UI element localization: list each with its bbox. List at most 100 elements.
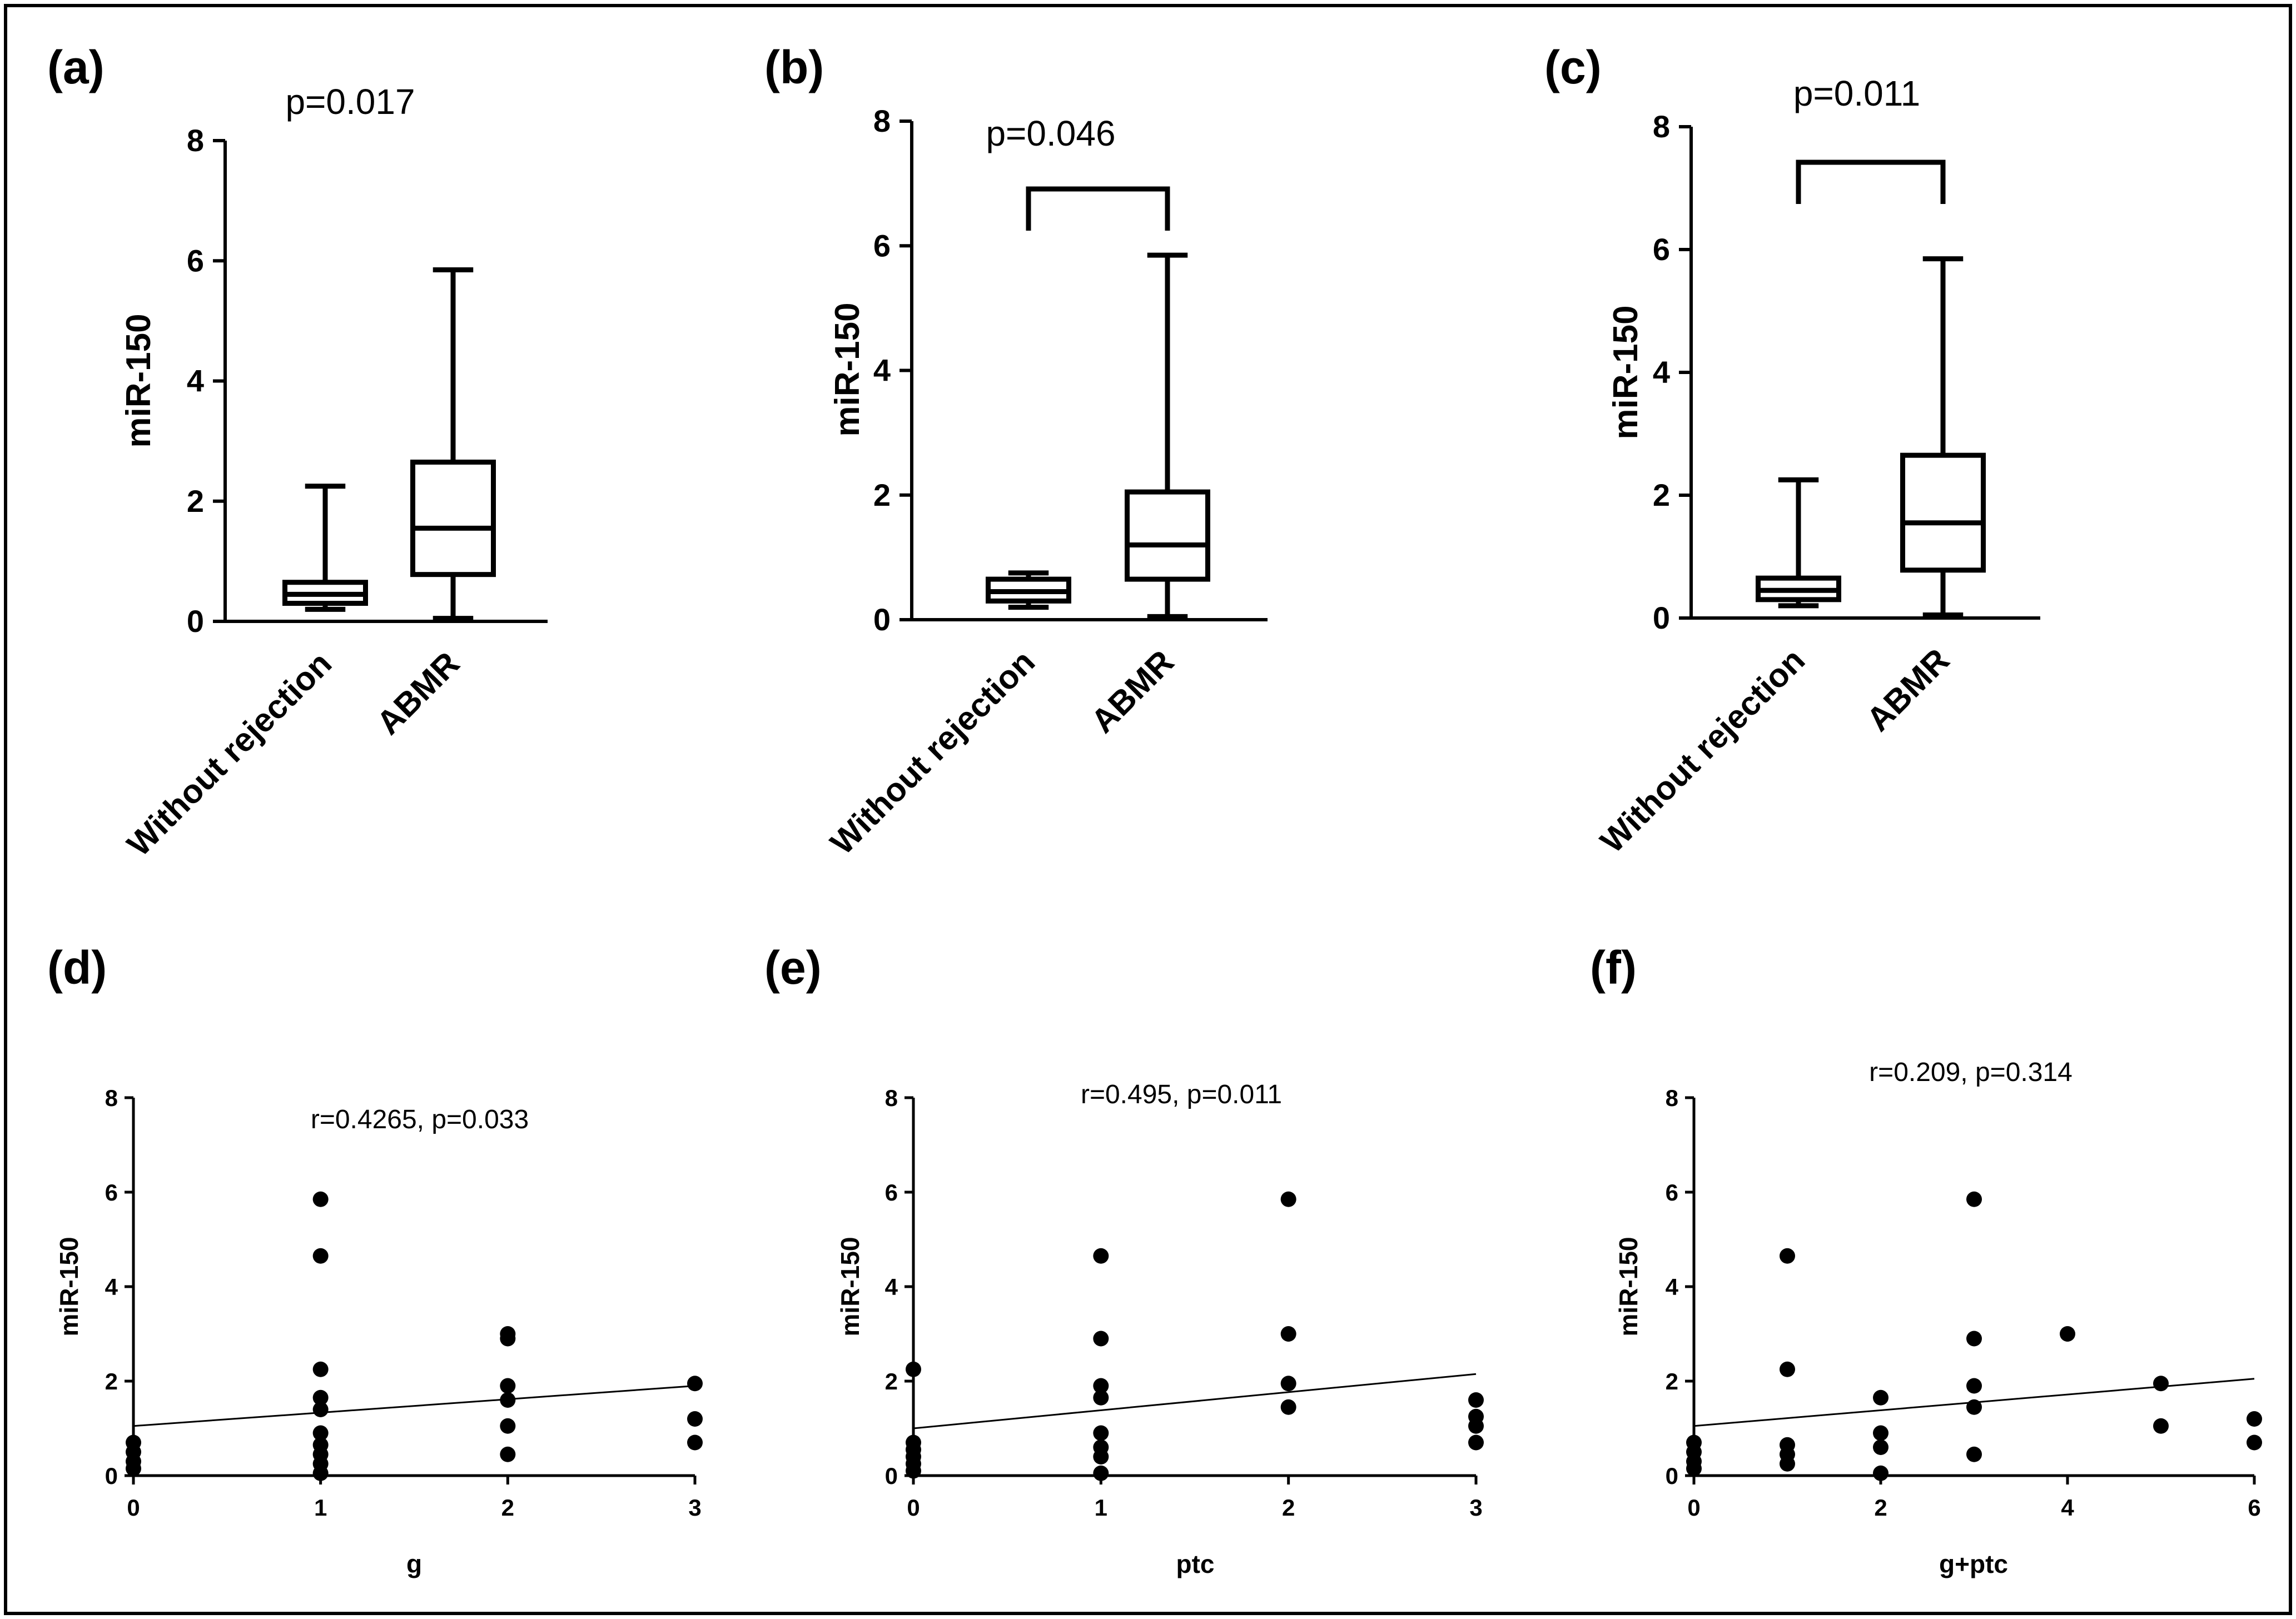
- data-point: [2153, 1376, 2169, 1392]
- y-tick-label: 0: [187, 604, 204, 639]
- y-axis-title: miR-150: [1614, 1237, 1643, 1337]
- data-point: [1686, 1461, 1702, 1477]
- y-axis-title: miR-150: [828, 302, 867, 436]
- x-axis-title: g+ptc: [1939, 1550, 2008, 1578]
- y-axis-title: miR-150: [120, 313, 158, 447]
- data-point: [1280, 1376, 1296, 1392]
- data-point: [1780, 1361, 1795, 1377]
- data-point: [2247, 1411, 2262, 1427]
- y-tick-label: 0: [105, 1463, 118, 1489]
- panel-label-a: (a): [47, 41, 105, 93]
- y-axis-title: miR-150: [1607, 305, 1645, 439]
- y-tick-label: 6: [873, 228, 891, 263]
- x-tick-label: 6: [2248, 1495, 2260, 1521]
- y-tick-label: 6: [1666, 1179, 1678, 1205]
- data-point: [2153, 1418, 2169, 1434]
- correlation-annotation: r=0.4265, p=0.033: [311, 1105, 529, 1134]
- y-tick-label: 4: [885, 1274, 898, 1300]
- data-point: [687, 1411, 703, 1427]
- y-tick-label: 6: [1653, 232, 1670, 267]
- x-tick-label: 3: [688, 1495, 701, 1521]
- y-tick-label: 4: [187, 363, 204, 398]
- y-tick-label: 8: [105, 1085, 118, 1111]
- panel-d: (d) 0 2 4 6 8 0 1 2 3 miR-150 g r=0.4265, p=0.033: [47, 941, 703, 1578]
- data-point: [2247, 1434, 2262, 1451]
- x-tick-label: 0: [907, 1495, 920, 1521]
- data-point: [687, 1376, 703, 1392]
- x-tick-label: 3: [1469, 1495, 1482, 1521]
- panel-label-e: (e): [764, 941, 822, 994]
- p-value-annotation: p=0.017: [285, 82, 415, 122]
- data-point: [1966, 1399, 1982, 1415]
- p-value-annotation: p=0.011: [1793, 73, 1920, 113]
- data-point: [1468, 1434, 1484, 1451]
- y-tick-label: 2: [1653, 477, 1670, 512]
- x-tick-label: 0: [1687, 1495, 1700, 1521]
- data-point: [906, 1463, 921, 1479]
- y-tick-label: 6: [885, 1179, 898, 1205]
- box-iqr: [1125, 489, 1210, 582]
- data-point: [906, 1361, 921, 1377]
- data-point: [312, 1248, 329, 1264]
- panel-f: (f) 0 2 4 6 8 0 2 4 6 miR-150 g+ptc r=0.209, p=0.314: [1590, 941, 2262, 1578]
- data-point: [500, 1446, 516, 1462]
- x-axis-title: g: [406, 1550, 422, 1578]
- data-point: [312, 1361, 329, 1377]
- panel-label-d: (d): [47, 941, 107, 994]
- x-tick-label: 2: [501, 1495, 514, 1521]
- data-point: [1966, 1331, 1982, 1347]
- data-point: [312, 1425, 329, 1441]
- y-tick-label: 4: [1666, 1274, 1679, 1300]
- x-tick-label: 4: [2061, 1495, 2074, 1521]
- data-point: [1873, 1465, 1889, 1481]
- data-point: [500, 1378, 516, 1394]
- y-tick-label: 0: [873, 602, 891, 637]
- y-tick-label: 8: [873, 103, 891, 138]
- y-tick-label: 0: [1653, 600, 1670, 635]
- p-value-annotation: p=0.046: [986, 113, 1115, 153]
- data-point: [500, 1392, 516, 1408]
- y-tick-label: 8: [1653, 109, 1670, 144]
- x-axis-title: ptc: [1176, 1550, 1215, 1578]
- y-tick-label: 4: [873, 353, 891, 388]
- data-point: [312, 1402, 329, 1417]
- y-tick-label: 8: [1666, 1085, 1678, 1111]
- y-tick-label: 6: [187, 243, 204, 278]
- y-tick-label: 0: [1666, 1463, 1678, 1489]
- data-point: [312, 1191, 329, 1207]
- regression-line: [913, 1373, 1477, 1429]
- y-tick-label: 2: [1666, 1368, 1678, 1394]
- y-axis-title: miR-150: [836, 1237, 864, 1337]
- data-point: [1280, 1191, 1296, 1207]
- data-point: [1468, 1418, 1484, 1434]
- data-point: [500, 1418, 516, 1434]
- data-point: [1966, 1378, 1982, 1394]
- data-point: [2060, 1326, 2075, 1342]
- y-tick-label: 6: [105, 1179, 118, 1205]
- data-point: [1093, 1389, 1109, 1406]
- y-tick-label: 2: [873, 477, 891, 512]
- data-point: [1093, 1378, 1109, 1394]
- data-point: [1093, 1465, 1109, 1481]
- correlation-annotation: r=0.209, p=0.314: [1869, 1058, 2073, 1087]
- y-tick-label: 8: [187, 123, 204, 158]
- y-tick-label: 2: [187, 484, 204, 519]
- data-point: [1780, 1248, 1795, 1264]
- data-point: [1093, 1425, 1109, 1441]
- data-point: [1873, 1389, 1889, 1406]
- panel-label-b: (b): [764, 41, 824, 93]
- data-point: [500, 1331, 516, 1347]
- y-tick-label: 8: [885, 1085, 898, 1111]
- x-tick-label: 1: [1095, 1495, 1107, 1521]
- data-point: [1093, 1449, 1109, 1464]
- data-point: [1780, 1456, 1795, 1472]
- y-tick-label: 0: [885, 1463, 898, 1489]
- panel-label-c: (c): [1544, 41, 1602, 93]
- data-point: [687, 1434, 703, 1451]
- data-point: [312, 1389, 329, 1406]
- y-tick-label: 2: [885, 1368, 898, 1394]
- panel-label-f: (f): [1590, 941, 1637, 994]
- box-iqr: [1900, 452, 1986, 573]
- data-point: [126, 1461, 141, 1477]
